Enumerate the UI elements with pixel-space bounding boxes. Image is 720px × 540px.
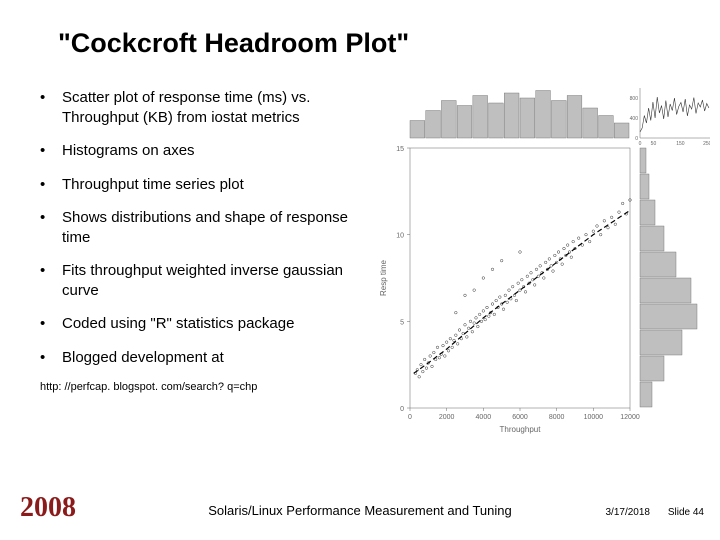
bullet-item: • Blogged development at <box>40 348 360 368</box>
bullet-item: • Throughput time series plot <box>40 175 360 195</box>
svg-text:250: 250 <box>703 141 710 147</box>
bullet-marker: • <box>40 88 62 127</box>
bullet-marker: • <box>40 348 62 368</box>
svg-text:12000: 12000 <box>620 414 640 421</box>
svg-text:0: 0 <box>400 406 404 413</box>
bullet-item: • Shows distributions and shape of respo… <box>40 208 360 247</box>
svg-text:10: 10 <box>396 233 404 240</box>
bullet-text: Throughput time series plot <box>62 175 360 195</box>
chart-svg: 0501502500400800020004000600080001000012… <box>370 88 710 438</box>
bullet-marker: • <box>40 261 62 300</box>
bullet-text: Coded using "R" statistics package <box>62 314 360 334</box>
bullet-marker: • <box>40 175 62 195</box>
svg-text:6000: 6000 <box>512 414 528 421</box>
svg-text:0: 0 <box>635 136 638 142</box>
bullet-text: Scatter plot of response time (ms) vs. T… <box>62 88 360 127</box>
svg-text:Resp time: Resp time <box>379 259 388 296</box>
svg-text:150: 150 <box>676 141 685 147</box>
bullet-item: • Coded using "R" statistics package <box>40 314 360 334</box>
bullet-text: Fits throughput weighted inverse gaussia… <box>62 261 360 300</box>
svg-text:4000: 4000 <box>476 414 492 421</box>
svg-text:5: 5 <box>400 319 404 326</box>
url-text: http: //perfcap. blogspot. com/search? q… <box>40 381 360 393</box>
svg-text:Throughput: Throughput <box>500 425 542 434</box>
bullet-item: • Fits throughput weighted inverse gauss… <box>40 261 360 300</box>
bullet-marker: • <box>40 208 62 247</box>
bullet-marker: • <box>40 141 62 161</box>
bullet-item: • Scatter plot of response time (ms) vs.… <box>40 88 360 127</box>
svg-text:8000: 8000 <box>549 414 565 421</box>
bullet-item: • Histograms on axes <box>40 141 360 161</box>
footer-slide-num: Slide 44 <box>668 507 704 518</box>
svg-text:0: 0 <box>408 414 412 421</box>
bullet-text: Shows distributions and shape of respons… <box>62 208 360 247</box>
bullet-text: Histograms on axes <box>62 141 360 161</box>
svg-text:800: 800 <box>630 96 639 102</box>
svg-text:15: 15 <box>396 146 404 153</box>
svg-text:50: 50 <box>651 141 657 147</box>
svg-text:2000: 2000 <box>439 414 455 421</box>
bullet-text: Blogged development at <box>62 348 360 368</box>
svg-text:0: 0 <box>639 141 642 147</box>
svg-text:400: 400 <box>630 116 639 122</box>
cockcroft-chart: 0501502500400800020004000600080001000012… <box>370 88 710 438</box>
bullet-list: • Scatter plot of response time (ms) vs.… <box>40 88 360 393</box>
footer-date: 3/17/2018 <box>606 507 651 518</box>
bullet-marker: • <box>40 314 62 334</box>
svg-text:10000: 10000 <box>584 414 604 421</box>
slide-title: "Cockcroft Headroom Plot" <box>58 28 409 59</box>
